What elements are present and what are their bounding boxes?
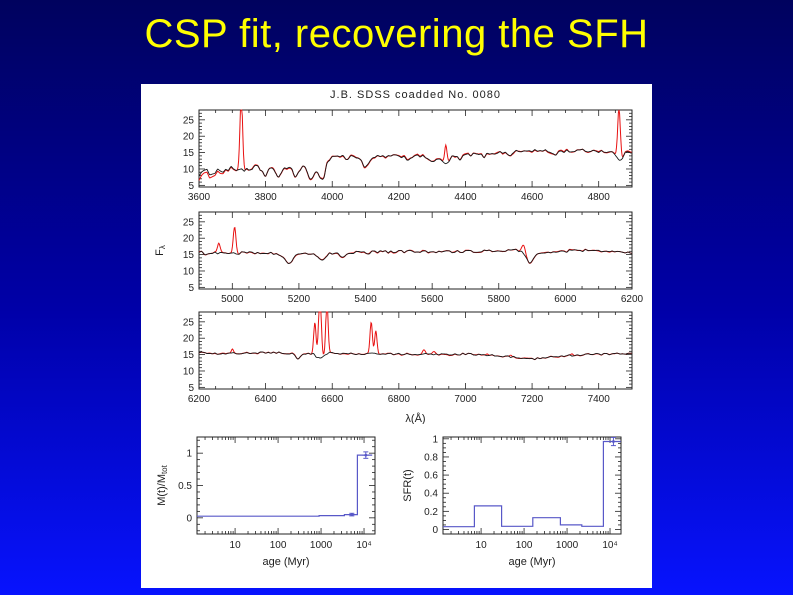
svg-text:10: 10 — [183, 266, 195, 277]
svg-text:7000: 7000 — [454, 394, 477, 405]
svg-text:5600: 5600 — [421, 294, 444, 305]
svg-text:0: 0 — [186, 513, 192, 524]
spectrum_3-svg: 6200 6400 6600 6800 7000 7200 7400 5 10 15 20 25 λ(Å… — [183, 311, 633, 424]
svg-text:5200: 5200 — [288, 294, 311, 305]
svg-text:7400: 7400 — [588, 394, 611, 405]
svg-text:10: 10 — [230, 540, 242, 551]
svg-text:age (Myr): age (Myr) — [262, 556, 309, 568]
svg-text:1: 1 — [186, 449, 192, 460]
svg-text:SFR(t): SFR(t) — [402, 469, 414, 501]
svg-text:4200: 4200 — [388, 192, 411, 203]
svg-text:25: 25 — [183, 317, 195, 328]
svg-text:4000: 4000 — [321, 192, 344, 203]
svg-text:3600: 3600 — [188, 192, 211, 203]
svg-text:100: 100 — [270, 540, 287, 551]
svg-text:0.2: 0.2 — [424, 507, 438, 518]
svg-text:0.6: 0.6 — [424, 471, 438, 482]
svg-text:0.8: 0.8 — [424, 452, 438, 463]
svg-text:Fλ: Fλ — [154, 245, 167, 256]
spectrum-panel-2: 5000 5200 5400 5600 5800 6000 6200 5 10 15 20 25 Fλ — [149, 206, 649, 307]
svg-text:6200: 6200 — [621, 294, 644, 305]
mass-fraction-panel: 10 100 1000 10⁴ 0 0.5 1 age (Myr) M(t)/Mtot — [149, 424, 389, 586]
svg-text:6800: 6800 — [388, 394, 411, 405]
svg-text:5: 5 — [188, 383, 194, 394]
svg-text:10: 10 — [183, 366, 195, 377]
svg-text:25: 25 — [183, 115, 195, 126]
svg-text:1000: 1000 — [556, 540, 579, 551]
svg-text:15: 15 — [183, 350, 195, 361]
svg-text:7200: 7200 — [521, 394, 544, 405]
svg-text:10⁴: 10⁴ — [356, 540, 371, 551]
svg-text:10: 10 — [476, 540, 488, 551]
svg-text:6000: 6000 — [554, 294, 577, 305]
svg-text:5: 5 — [188, 181, 194, 192]
svg-text:20: 20 — [183, 234, 195, 245]
spectrum_1-svg: 3600 3800 4000 4200 4400 4600 4800 5 10 15 20 25 — [183, 109, 633, 203]
slide-title: CSP fit, recovering the SFH — [144, 12, 649, 56]
svg-text:4400: 4400 — [454, 192, 477, 203]
svg-text:0.4: 0.4 — [424, 489, 438, 500]
svg-text:1000: 1000 — [310, 540, 333, 551]
svg-text:0.5: 0.5 — [178, 481, 192, 492]
svg-text:6400: 6400 — [254, 394, 277, 405]
spectrum-panel-3: 6200 6400 6600 6800 7000 7200 7400 5 10 15 20 25 λ(Å… — [149, 306, 649, 424]
svg-text:10: 10 — [183, 164, 195, 175]
spectrum_2-svg: 5000 5200 5400 5600 5800 6000 6200 5 10 15 20 25 Fλ — [154, 211, 644, 305]
svg-text:20: 20 — [183, 132, 195, 143]
svg-text:5800: 5800 — [488, 294, 511, 305]
sfr-panel: 10 100 1000 10⁴ 0 0.2 0.4 0.6 0.8 1 age (Myr) SFR(t… — [395, 424, 635, 586]
svg-text:4600: 4600 — [521, 192, 544, 203]
svg-text:100: 100 — [516, 540, 533, 551]
mass_fraction-svg: 10 100 1000 10⁴ 0 0.5 1 age (Myr) M(t)/Mtot — [156, 436, 376, 568]
svg-text:6200: 6200 — [188, 394, 211, 405]
svg-text:10⁴: 10⁴ — [602, 540, 617, 551]
svg-text:15: 15 — [183, 250, 195, 261]
svg-text:5400: 5400 — [354, 294, 377, 305]
svg-text:5: 5 — [188, 283, 194, 294]
svg-text:M(t)/Mtot: M(t)/Mtot — [156, 464, 169, 505]
svg-text:25: 25 — [183, 217, 195, 228]
figure-title: J.B. SDSS coadded No. 0080 — [330, 89, 501, 101]
figure-panel: J.B. SDSS coadded No. 0080 3600 3800 4000 4… — [141, 84, 652, 588]
svg-text:4800: 4800 — [588, 192, 611, 203]
svg-text:20: 20 — [183, 334, 195, 345]
svg-text:3800: 3800 — [254, 192, 277, 203]
svg-text:15: 15 — [183, 148, 195, 159]
svg-text:age (Myr): age (Myr) — [508, 556, 555, 568]
svg-text:5000: 5000 — [221, 294, 244, 305]
spectrum-panel-1: 3600 3800 4000 4200 4400 4600 4800 5 10 15 20 25 — [149, 104, 649, 205]
svg-text:6600: 6600 — [321, 394, 344, 405]
svg-text:1: 1 — [432, 434, 438, 445]
sfr-svg: 10 100 1000 10⁴ 0 0.2 0.4 0.6 0.8 1 age (Myr) SFR(t… — [402, 434, 622, 568]
svg-text:0: 0 — [432, 525, 438, 536]
svg-text:λ(Å): λ(Å) — [405, 412, 425, 424]
